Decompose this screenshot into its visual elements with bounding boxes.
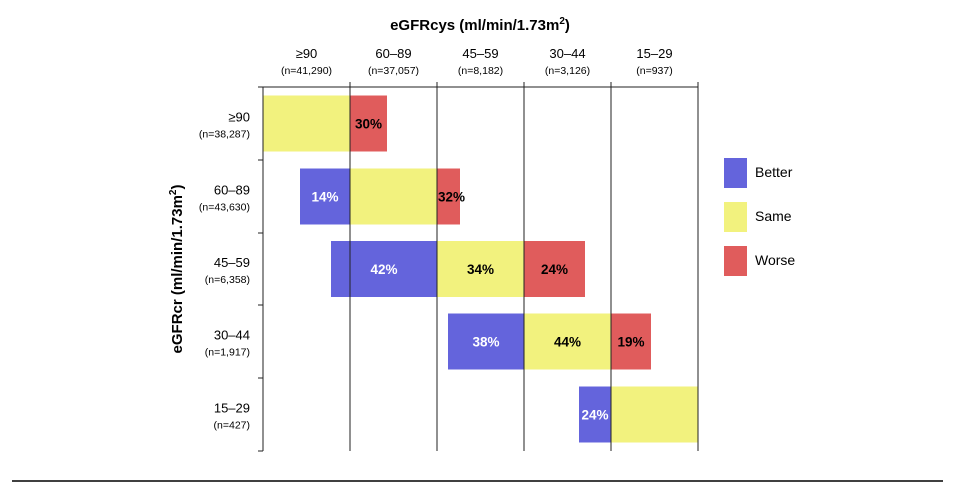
y-axis-title: eGFRcr (ml/min/1.73m2) xyxy=(168,185,186,354)
bar-worse xyxy=(611,313,651,370)
row-n-label: (n=1,917) xyxy=(205,347,250,359)
bar-same xyxy=(611,386,698,443)
column-n-label: (n=937) xyxy=(636,65,672,77)
column-n-label: (n=8,182) xyxy=(458,65,503,77)
row-n-label: (n=427) xyxy=(214,420,250,432)
bar-same xyxy=(524,313,611,370)
legend-swatch-same xyxy=(724,202,747,232)
bar-better xyxy=(300,168,350,225)
legend-swatch-better xyxy=(724,158,747,188)
bar-better xyxy=(579,386,611,443)
column-n-label: (n=3,126) xyxy=(545,65,590,77)
bar-same xyxy=(263,95,350,152)
bar-value-label-better: 38% xyxy=(472,335,499,350)
bar-worse xyxy=(524,241,585,297)
row-n-label: (n=43,630) xyxy=(199,202,250,214)
legend-swatch-worse xyxy=(724,246,747,276)
row-label: 45–59 xyxy=(214,255,250,270)
column-label: ≥90 xyxy=(296,46,318,61)
bar-value-label-worse: 19% xyxy=(617,335,644,350)
bar-value-label-better: 24% xyxy=(581,408,608,423)
column-n-label: (n=41,290) xyxy=(281,65,332,77)
column-label: 30–44 xyxy=(549,46,585,61)
bar-value-label-same: 34% xyxy=(467,262,494,277)
legend-label: Same xyxy=(755,208,792,224)
row-label: 60–89 xyxy=(214,183,250,198)
bar-value-label-worse: 24% xyxy=(541,262,568,277)
legend-label: Worse xyxy=(755,252,795,268)
bar-better xyxy=(448,313,524,370)
column-label: 60–89 xyxy=(375,46,411,61)
bar-value-label-worse: 30% xyxy=(355,117,382,132)
column-label: 15–29 xyxy=(636,46,672,61)
row-label: 30–44 xyxy=(214,328,250,343)
bar-value-label-same: 44% xyxy=(554,335,581,350)
bar-same xyxy=(437,241,524,297)
bar-value-label-better: 42% xyxy=(370,262,397,277)
bar-better xyxy=(331,241,437,297)
row-n-label: (n=6,358) xyxy=(205,274,250,286)
column-n-label: (n=37,057) xyxy=(368,65,419,77)
row-label: ≥90 xyxy=(228,110,250,125)
bar-worse xyxy=(437,168,460,225)
x-axis-title: eGFRcys (ml/min/1.73m2) xyxy=(390,16,570,34)
bar-worse xyxy=(350,95,387,152)
row-label: 15–29 xyxy=(214,401,250,416)
bar-value-label-better: 14% xyxy=(311,190,338,205)
bar-value-label-worse: 32% xyxy=(438,190,465,205)
bar-same xyxy=(350,168,437,225)
column-label: 45–59 xyxy=(462,46,498,61)
legend-label: Better xyxy=(755,164,793,180)
row-n-label: (n=38,287) xyxy=(199,129,250,141)
